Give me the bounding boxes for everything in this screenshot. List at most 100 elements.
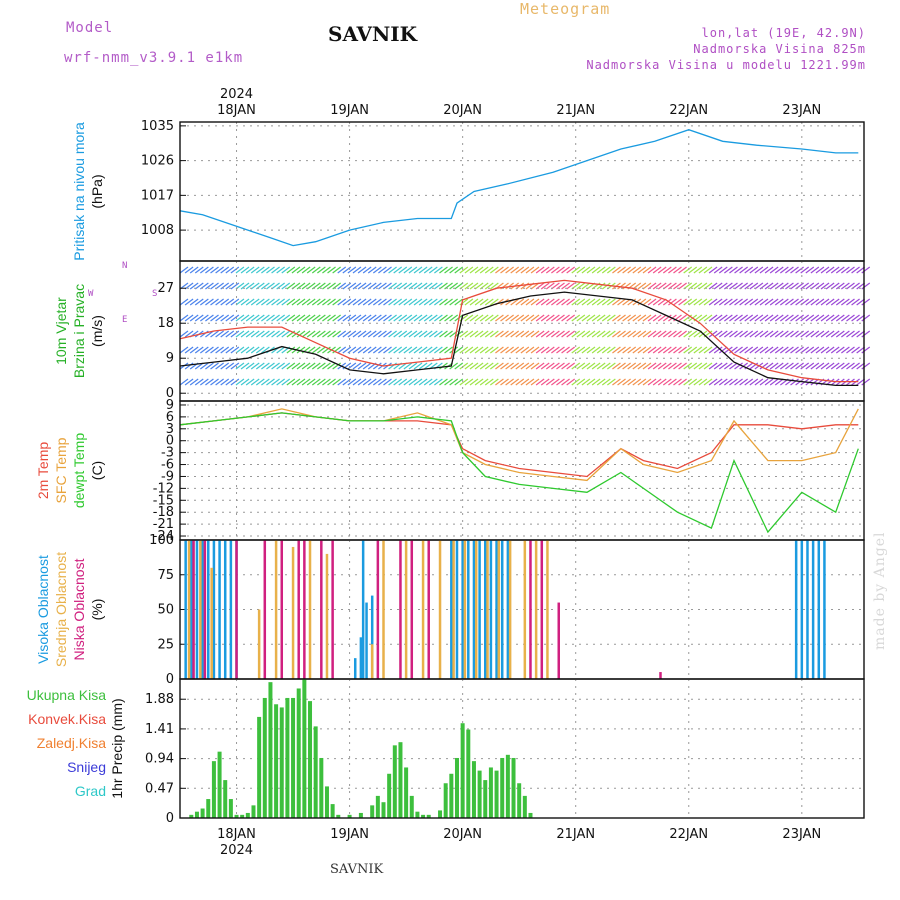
- wind-barb: [179, 298, 189, 306]
- wind-barb: [617, 346, 626, 354]
- wind-barb: [617, 266, 626, 274]
- wind-barb: [734, 330, 743, 338]
- bar: [449, 773, 454, 818]
- wind-barb: [255, 266, 265, 274]
- wind-barb: [632, 378, 642, 386]
- wind-barb: [296, 362, 306, 370]
- y-tick-label: -21: [153, 517, 174, 532]
- bar: [398, 742, 403, 818]
- footer-station: SAVNIK: [330, 862, 384, 877]
- wind-barb: [662, 266, 672, 274]
- wind-barb: [764, 362, 774, 370]
- wind-barb: [759, 378, 769, 386]
- wind-barb: [627, 298, 637, 306]
- wind-barb: [846, 314, 855, 322]
- wind-barb: [372, 266, 382, 274]
- wind-barb: [449, 298, 459, 306]
- bar: [382, 540, 385, 679]
- bar: [794, 540, 798, 679]
- wind-barb: [601, 266, 611, 274]
- wind-barb: [551, 378, 560, 386]
- x-tick-label-top: 21JAN: [556, 103, 595, 118]
- wind-barb: [322, 314, 331, 322]
- wind-barb: [637, 330, 647, 338]
- wind-barb: [250, 298, 260, 306]
- wind-barb: [250, 362, 260, 370]
- wind-barb: [296, 346, 306, 354]
- wind-barb: [479, 298, 489, 306]
- wind-barb: [734, 298, 743, 306]
- wind-barb: [388, 298, 397, 306]
- wind-barb: [724, 298, 733, 306]
- wind-barb: [230, 378, 240, 386]
- bar: [421, 540, 425, 679]
- wind-barb: [423, 362, 433, 370]
- wind-barb: [281, 298, 291, 306]
- wind-barb: [484, 314, 494, 322]
- wind-barb: [301, 330, 311, 338]
- wind-barb: [815, 314, 825, 322]
- wind-barb: [301, 378, 311, 386]
- wind-barb: [749, 314, 759, 322]
- wind-barb: [785, 266, 794, 274]
- series-line-temperature-2: [179, 412, 859, 534]
- bar: [223, 780, 228, 818]
- wind-barb: [851, 298, 860, 306]
- wind-barb: [586, 266, 596, 274]
- wind-barb: [444, 378, 453, 386]
- wind-barb: [439, 362, 448, 370]
- wind-barb: [566, 314, 576, 322]
- wind-barb: [841, 282, 850, 290]
- wind-barb: [606, 266, 616, 274]
- wind-barb: [566, 330, 576, 338]
- y-axis-label: Visoka Oblacnost: [35, 555, 51, 664]
- wind-barb: [673, 266, 682, 274]
- wind-barb: [556, 298, 565, 306]
- wind-barb: [210, 298, 219, 306]
- wind-barb: [194, 266, 204, 274]
- bar: [285, 697, 290, 818]
- wind-barb: [652, 314, 662, 322]
- bar: [195, 540, 199, 679]
- y-axis-label: Niska Oblacnost: [71, 558, 87, 660]
- wind-barb: [306, 362, 316, 370]
- bar: [452, 540, 455, 679]
- wind-barb: [825, 362, 835, 370]
- y-tick-label: 0: [166, 386, 174, 401]
- series-line-temperature-0: [179, 412, 859, 478]
- bar: [190, 540, 193, 679]
- wind-barb: [332, 282, 341, 290]
- wind-barb: [805, 266, 815, 274]
- wind-barb: [617, 282, 626, 290]
- bar: [477, 770, 482, 818]
- wind-barb: [525, 298, 535, 306]
- wind-barb: [317, 282, 326, 290]
- bar: [240, 814, 245, 818]
- wind-barb: [581, 346, 591, 354]
- bar: [330, 804, 335, 818]
- wind-barb: [230, 266, 240, 274]
- wind-barb: [306, 282, 316, 290]
- wind-barb: [230, 330, 240, 338]
- wind-barb: [637, 362, 647, 370]
- wind-barb: [332, 298, 341, 306]
- wind-barb: [693, 378, 703, 386]
- wind-barb: [540, 266, 550, 274]
- wind-barb: [530, 346, 540, 354]
- wind-barb: [525, 314, 535, 322]
- bar: [263, 540, 267, 679]
- wind-barb: [235, 362, 245, 370]
- wind-barb: [647, 314, 657, 322]
- bar: [381, 802, 386, 818]
- wind-barb: [469, 266, 479, 274]
- wind-barb: [352, 378, 362, 386]
- wind-barb: [535, 314, 545, 322]
- wind-barb: [540, 314, 550, 322]
- wind-barb: [744, 346, 754, 354]
- wind-barb: [851, 314, 860, 322]
- wind-barb: [698, 378, 708, 386]
- wind-barb: [835, 282, 845, 290]
- wind-barb: [205, 266, 214, 274]
- wind-barb: [820, 298, 830, 306]
- wind-barb: [764, 314, 774, 322]
